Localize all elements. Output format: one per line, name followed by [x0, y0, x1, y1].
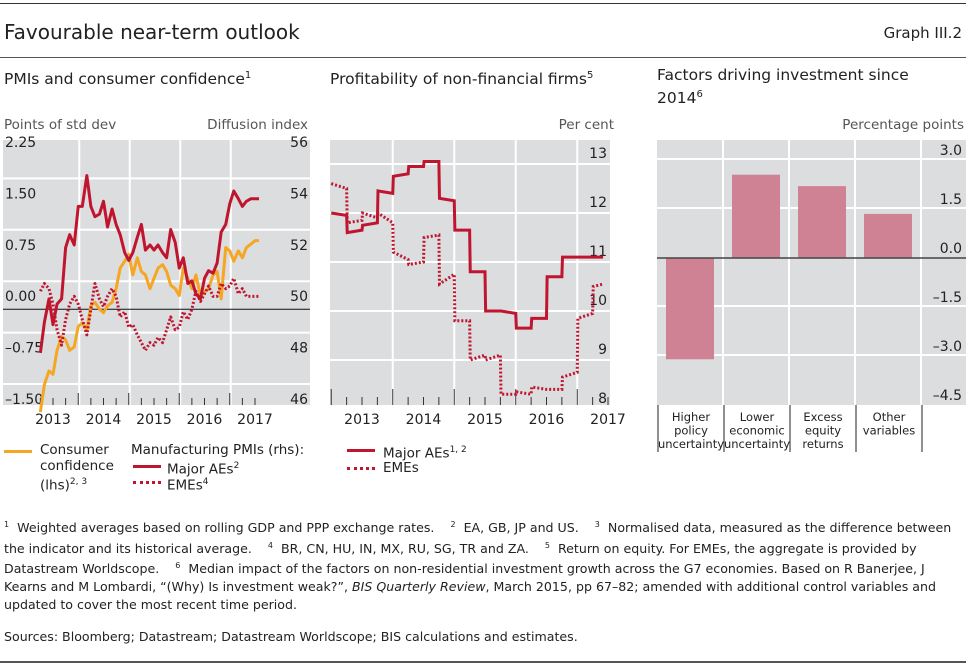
- legend2-swatch-major-aes: [347, 449, 375, 452]
- footnote-1: Weighted averages based on rolling GDP a…: [17, 520, 435, 536]
- panel3-ytick: –3.0: [933, 339, 962, 355]
- footnote-3: Normalised data, measured as the differe…: [4, 520, 952, 556]
- legend-swatch-major-aes: [133, 465, 161, 468]
- panel2-ytick: 13: [589, 146, 607, 162]
- panel3-bar-1: [666, 258, 714, 360]
- legend-consumer-label-1: Consumer: [40, 442, 109, 458]
- sources: Sources: Bloomberg; Datastream; Datastre…: [4, 629, 578, 644]
- panel1-ytick-right: 48: [290, 341, 308, 357]
- panel1-xtick-label: 2015: [136, 412, 172, 428]
- legend-consumer-label-2: confidence: [40, 458, 114, 474]
- panel3-category-label: equity: [805, 424, 841, 438]
- charts-svg: 2.25 56 1.50 54 0.75 52 0.00 50 –0.75 48 –1.50 46 20…: [3, 135, 966, 452]
- panel1-left-unit: Points of std dev: [4, 117, 117, 133]
- panel3-bar-3: [798, 186, 846, 258]
- panel1-ytick-right: 54: [290, 186, 308, 202]
- footnotes: 1 Weighted averages based on rolling GDP…: [4, 520, 952, 612]
- panel2-series-major-aes: [331, 160, 604, 330]
- panel3-ytick: –1.5: [933, 290, 962, 306]
- panel3-category-label: Other: [873, 410, 906, 424]
- panel1-series-consumer-confidence: [38, 239, 260, 413]
- panel1-ytick-left: 2.25: [5, 135, 36, 151]
- legend-pmi-header: Manufacturing PMIs (rhs):: [131, 442, 305, 458]
- panel3-ytick: 1.5: [940, 192, 962, 208]
- top-rule: [0, 3, 966, 4]
- legend-swatch-consumer: [4, 450, 32, 453]
- panel1-right-unit: Diffusion index: [207, 117, 308, 133]
- panel1-series-major-aes: [38, 174, 260, 354]
- panel3-unit: Percentage points: [842, 117, 964, 133]
- panel3-category-label: economic: [729, 424, 784, 438]
- legend-item-major-aes: Major AEs2: [131, 458, 304, 478]
- footnote-5: Return on equity. For EMEs, the aggregat…: [4, 540, 917, 577]
- legend-pmis: Manufacturing PMIs (rhs): Major AEs2 EME…: [131, 442, 305, 494]
- panel3-ytick: –4.5: [933, 388, 962, 404]
- panel1-chart: 2.25 56 1.50 54 0.75 52 0.00 50 –0.75 48 –1.50 46 20…: [3, 135, 310, 428]
- panel2-ytick: 10: [589, 293, 607, 309]
- panel2-xtick-label: 2016: [529, 412, 565, 428]
- panel2-ytick: 9: [598, 342, 607, 358]
- panel1-ytick-left: –0.75: [5, 341, 43, 357]
- panel1-ytick-left: 0.00: [5, 289, 36, 305]
- panel2-ytick: 8: [598, 391, 607, 407]
- panel2-xtick-label: 2017: [590, 412, 626, 428]
- graph-id: Graph III.2: [883, 24, 962, 42]
- panel3-category-label: policy: [674, 424, 708, 438]
- panel1-series-emes: [39, 276, 260, 352]
- footnote-6: Median impact of the factors on non-resi…: [4, 561, 936, 612]
- panel2-xtick-label: 2013: [344, 412, 380, 428]
- panel1-xtick-label: 2016: [187, 412, 223, 428]
- panel1-xtick-label: 2013: [35, 412, 71, 428]
- panel1-ytick-right: 46: [290, 392, 308, 408]
- legend2-swatch-emes: [347, 467, 375, 470]
- panel1-ytick-left: –1.50: [5, 392, 43, 408]
- title-rule: [0, 57, 966, 58]
- panel3-category-label: Lower: [740, 410, 775, 424]
- panel3-bar-2: [732, 174, 780, 258]
- panel2-xtick-label: 2014: [406, 412, 442, 428]
- panel2-series-emes: [330, 182, 604, 397]
- footnote-4: BR, CN, HU, IN, MX, RU, SG, TR and ZA.: [281, 540, 529, 556]
- panel3-category-label: Higher: [672, 410, 711, 424]
- panel1-xtick-label: 2017: [237, 412, 273, 428]
- panel1-ytick-right: 50: [290, 289, 308, 305]
- graph-title: Favourable near-term outlook: [4, 20, 300, 44]
- bottom-rule: [0, 661, 966, 663]
- panel2-xtick-label: 2015: [467, 412, 503, 428]
- panel1-ytick-left: 0.75: [5, 238, 36, 254]
- panel2-title: Profitability of non-financial firms5: [330, 70, 594, 89]
- legend-swatch-emes: [133, 481, 161, 484]
- panel3-category-label: variables: [863, 424, 915, 438]
- panel3-category-label: Excess: [803, 410, 842, 424]
- panel1-ytick-right: 52: [290, 238, 308, 254]
- panel3-chart: 3.01.50.0–1.5–3.0–4.5Higherpolicyuncerta…: [657, 140, 966, 452]
- panel3-ytick: 0.0: [940, 241, 962, 257]
- panel2-ytick: 12: [589, 195, 607, 211]
- panel3-category-label: uncertainty: [658, 437, 724, 451]
- panel1-ytick-left: 1.50: [5, 186, 36, 202]
- panel3-ytick: 3.0: [940, 143, 962, 159]
- panel3-bar-4: [864, 213, 912, 258]
- legend-consumer-label-3: (lhs)2, 3: [40, 477, 88, 494]
- panel3-category-label: uncertainty: [724, 437, 790, 451]
- panel1-title: PMIs and consumer confidence1: [4, 70, 252, 89]
- panel3-category-label: returns: [802, 437, 843, 451]
- panel2-unit: Per cent: [558, 117, 614, 133]
- footnote-2: EA, GB, JP and US.: [463, 520, 579, 536]
- panel3-title: Factors driving investment since 20146: [657, 66, 909, 108]
- panel1-xtick-label: 2014: [86, 412, 122, 428]
- legend-item-emes: EMEs4: [131, 474, 304, 494]
- panel1-ytick-right: 56: [290, 135, 308, 151]
